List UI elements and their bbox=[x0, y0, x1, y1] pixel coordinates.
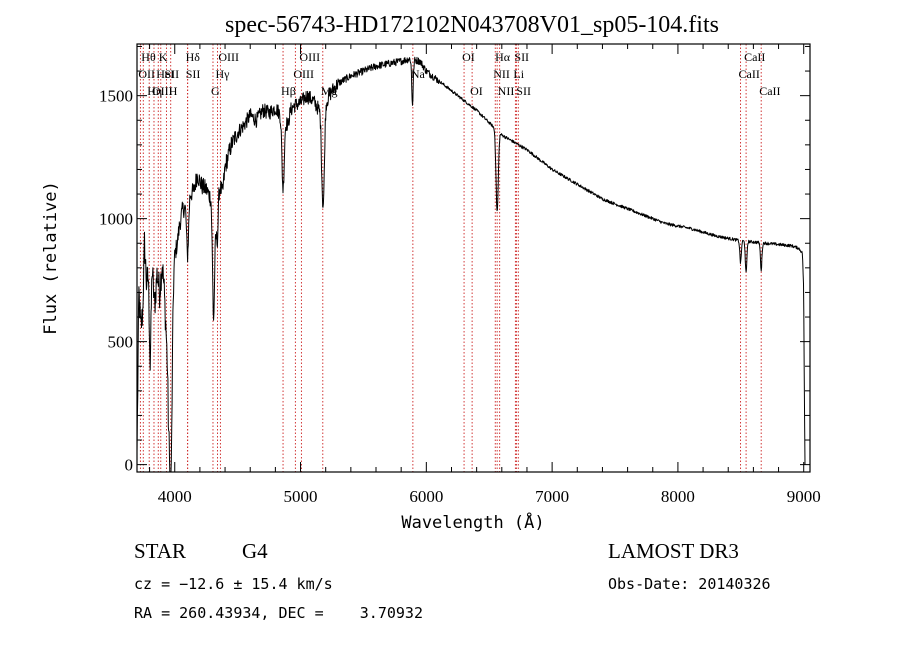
line-marker-label-26: CaII bbox=[739, 67, 760, 81]
line-marker-label-4: HeI bbox=[156, 67, 174, 81]
x-tick-label-4000: 4000 bbox=[158, 487, 192, 506]
survey-name: LAMOST DR3 bbox=[608, 539, 739, 563]
y-tick-label-0: 0 bbox=[125, 456, 134, 475]
line-marker-label-11: Hγ bbox=[216, 67, 231, 81]
line-marker-label-28: CaII bbox=[759, 84, 780, 98]
x-tick-label-6000: 6000 bbox=[409, 487, 443, 506]
line-marker-label-27: CaII bbox=[744, 50, 765, 64]
x-axis-label: Wavelength (Å) bbox=[401, 511, 544, 533]
line-marker-label-20: NII bbox=[493, 67, 510, 81]
emission-line-markers bbox=[139, 44, 762, 472]
line-marker-label-22: NII bbox=[498, 84, 515, 98]
line-marker-label-13: Hβ bbox=[281, 84, 296, 98]
line-marker-label-14: OIII bbox=[293, 67, 314, 81]
x-tick-label-5000: 5000 bbox=[284, 487, 318, 506]
line-marker-label-23: Li bbox=[513, 67, 524, 81]
line-marker-label-6: SII bbox=[164, 67, 179, 81]
line-marker-label-5: K bbox=[159, 50, 168, 64]
line-marker-label-2: Hη bbox=[147, 84, 162, 98]
series-line-flux bbox=[136, 56, 806, 473]
x-tick-label-9000: 9000 bbox=[787, 487, 821, 506]
redshift-value: cz = −12.6 ± 15.4 km/s bbox=[134, 575, 333, 593]
line-marker-label-10: G bbox=[211, 84, 220, 98]
y-axis-ticks: 0 500 1000 1500 bbox=[99, 45, 810, 475]
line-marker-label-8: Hδ bbox=[186, 50, 201, 64]
line-marker-label-12: OIII bbox=[218, 50, 239, 64]
line-marker-label-17: Na bbox=[411, 67, 426, 81]
chart-title: spec-56743-HD172102N043708V01_sp05-104.f… bbox=[225, 12, 719, 38]
plot-frame bbox=[136, 43, 811, 473]
line-marker-label-19: OI bbox=[470, 84, 483, 98]
x-tick-label-7000: 7000 bbox=[535, 487, 569, 506]
line-marker-label-25: SII bbox=[516, 84, 531, 98]
series-layer bbox=[136, 56, 806, 473]
y-axis-label: Flux (relative) bbox=[41, 181, 61, 335]
line-marker-label-15: OIII bbox=[299, 50, 320, 64]
object-class: STAR bbox=[134, 539, 186, 563]
line-marker-label-21: Hα bbox=[495, 50, 511, 64]
x-tick-label-8000: 8000 bbox=[661, 487, 695, 506]
object-subclass: G4 bbox=[242, 539, 268, 563]
coordinates: RA = 260.43934, DEC = 3.70932 bbox=[134, 604, 423, 622]
x-axis-ticks: 4000 5000 6000 7000 8000 9000 bbox=[149, 44, 821, 506]
line-marker-label-3: OIII bbox=[152, 84, 173, 98]
y-tick-label-1500: 1500 bbox=[99, 87, 133, 106]
emission-line-labels: OIIHθHηOIIIHeIKSIIHHδSIIGHγOIIIHβOIIIOII… bbox=[138, 50, 780, 98]
line-marker-label-7: H bbox=[169, 84, 178, 98]
line-marker-label-9: SII bbox=[186, 67, 201, 81]
observation-date: Obs-Date: 20140326 bbox=[608, 575, 771, 593]
y-tick-label-1000: 1000 bbox=[99, 210, 133, 229]
line-marker-label-24: SII bbox=[514, 50, 529, 64]
line-marker-label-0: OII bbox=[138, 67, 155, 81]
line-marker-label-18: OI bbox=[462, 50, 475, 64]
line-marker-label-1: Hθ bbox=[141, 50, 156, 64]
y-tick-label-500: 500 bbox=[108, 333, 134, 352]
